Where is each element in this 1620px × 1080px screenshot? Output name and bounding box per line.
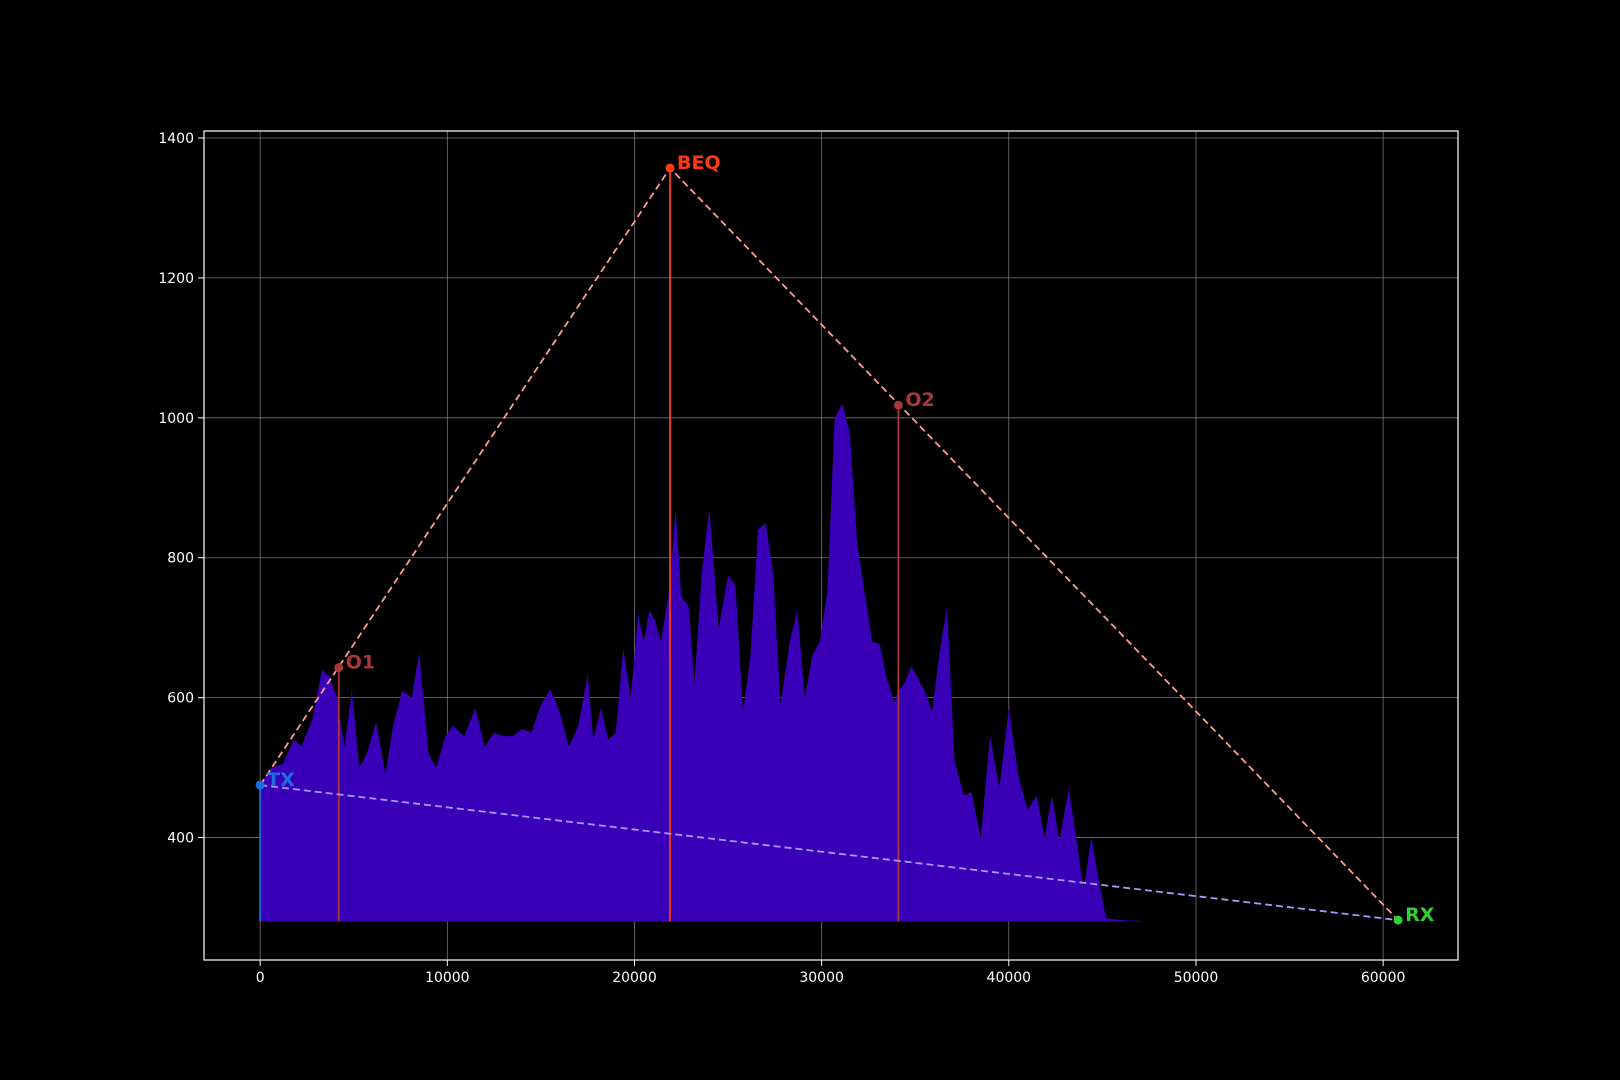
o1-point (334, 663, 344, 673)
terrain-area (260, 403, 1399, 922)
terrain-area-layer (260, 403, 1399, 922)
ticks-layer: 0 10000 20000 30000 40000 50000 60000 400 600 800… (158, 131, 1405, 986)
rx-label: RX (1405, 904, 1435, 926)
x-tick-label: 40000 (987, 970, 1032, 986)
x-tick-label: 0 (256, 970, 265, 986)
y-tick-label: 400 (167, 831, 194, 847)
x-tick-label: 10000 (425, 970, 470, 986)
x-tick-label: 60000 (1361, 970, 1406, 986)
o1-label: O1 (346, 652, 375, 674)
y-tick-label: 1400 (158, 131, 194, 147)
y-tick-label: 1200 (158, 271, 194, 287)
beq-label: BEQ (677, 152, 721, 174)
y-tick-label: 800 (167, 551, 194, 567)
tx-point (255, 780, 265, 790)
plot-frame (203, 130, 1459, 961)
rx-point (1393, 915, 1403, 925)
x-tick-label: 20000 (612, 970, 657, 986)
x-tick-label: 50000 (1174, 970, 1219, 986)
points-layer: TX O1 BEQ O2 RX (255, 152, 1435, 926)
y-tick-label: 1000 (158, 411, 194, 427)
o2-point (893, 400, 903, 410)
beq-point (665, 163, 675, 173)
y-tick-label: 600 (167, 691, 194, 707)
o2-label: O2 (905, 389, 934, 411)
tx-label: TX (267, 769, 295, 791)
direct-path-line (260, 784, 1399, 922)
x-tick-label: 30000 (799, 970, 844, 986)
